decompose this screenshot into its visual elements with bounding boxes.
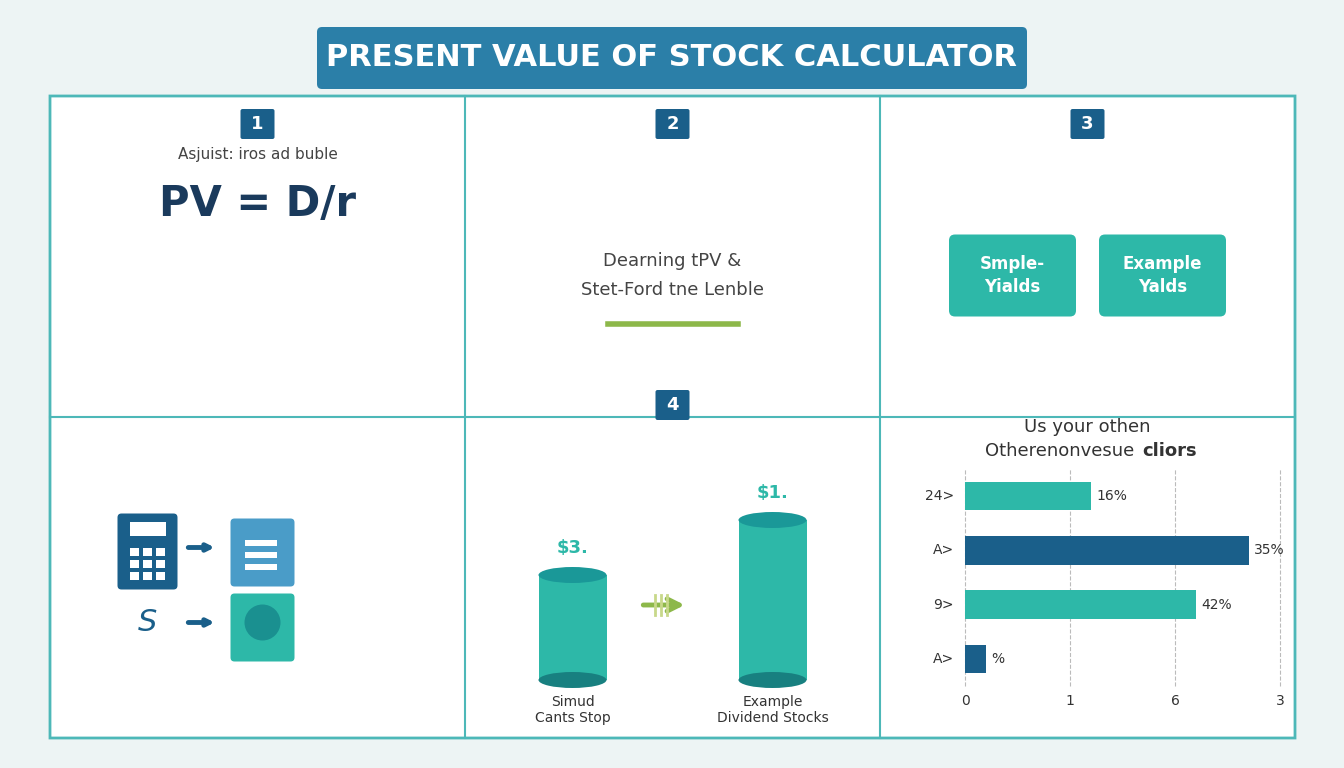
Bar xyxy=(142,560,152,568)
Text: 42%: 42% xyxy=(1202,598,1231,611)
Bar xyxy=(965,644,986,673)
Bar xyxy=(129,548,138,555)
Text: PV = D/r: PV = D/r xyxy=(159,183,356,225)
FancyBboxPatch shape xyxy=(1071,109,1105,139)
Bar xyxy=(245,564,277,570)
Bar xyxy=(245,551,277,558)
Text: cliors: cliors xyxy=(1142,442,1196,460)
Bar xyxy=(965,591,1196,619)
Text: 1: 1 xyxy=(1066,694,1074,708)
Text: Example
Dividend Stocks: Example Dividend Stocks xyxy=(716,695,828,725)
Text: 0: 0 xyxy=(961,694,969,708)
Text: Simud
Cants Stop: Simud Cants Stop xyxy=(535,695,610,725)
Text: 3: 3 xyxy=(1082,115,1094,133)
Bar xyxy=(129,521,165,535)
Bar xyxy=(129,560,138,568)
Bar xyxy=(142,571,152,580)
Text: A>: A> xyxy=(933,544,954,558)
Text: $1.: $1. xyxy=(757,484,789,502)
FancyBboxPatch shape xyxy=(317,27,1027,89)
Text: 24>: 24> xyxy=(925,489,954,503)
Bar xyxy=(965,482,1091,511)
Bar xyxy=(156,548,164,555)
Text: Dearning tPV &
Stet-Ford tne Lenble: Dearning tPV & Stet-Ford tne Lenble xyxy=(581,252,763,299)
Text: $3.: $3. xyxy=(556,539,589,557)
Bar xyxy=(156,571,164,580)
Text: %: % xyxy=(991,652,1004,666)
Text: 35%: 35% xyxy=(1254,544,1284,558)
Bar xyxy=(965,536,1249,564)
Text: Smple-
Yialds: Smple- Yialds xyxy=(980,255,1046,296)
FancyBboxPatch shape xyxy=(241,109,274,139)
Text: 1: 1 xyxy=(251,115,263,133)
FancyBboxPatch shape xyxy=(117,514,177,590)
FancyBboxPatch shape xyxy=(656,390,689,420)
Text: Us your othen: Us your othen xyxy=(1024,418,1150,436)
FancyBboxPatch shape xyxy=(656,109,689,139)
Ellipse shape xyxy=(738,672,806,688)
Bar xyxy=(129,571,138,580)
Ellipse shape xyxy=(539,567,606,583)
Text: 9>: 9> xyxy=(934,598,954,611)
Text: $S$: $S$ xyxy=(137,608,157,637)
FancyBboxPatch shape xyxy=(1099,234,1226,316)
Text: 16%: 16% xyxy=(1095,489,1126,503)
Text: A>: A> xyxy=(933,652,954,666)
Text: 6: 6 xyxy=(1171,694,1180,708)
FancyBboxPatch shape xyxy=(50,96,1296,738)
Bar xyxy=(245,539,277,545)
Ellipse shape xyxy=(539,672,606,688)
Bar xyxy=(142,548,152,555)
Text: 3: 3 xyxy=(1275,694,1285,708)
Text: 4: 4 xyxy=(667,396,679,414)
Text: Asjuist: iros ad buble: Asjuist: iros ad buble xyxy=(177,147,337,161)
FancyBboxPatch shape xyxy=(949,234,1077,316)
Text: Otherenonvesue: Otherenonvesue xyxy=(985,442,1134,460)
Bar xyxy=(738,520,806,680)
Bar xyxy=(539,575,606,680)
Text: PRESENT VALUE OF STOCK CALCULATOR: PRESENT VALUE OF STOCK CALCULATOR xyxy=(327,44,1017,72)
Circle shape xyxy=(245,604,281,641)
Bar xyxy=(156,560,164,568)
Text: Example
Yalds: Example Yalds xyxy=(1122,255,1203,296)
Ellipse shape xyxy=(738,512,806,528)
Text: 2: 2 xyxy=(667,115,679,133)
FancyBboxPatch shape xyxy=(231,594,294,661)
FancyBboxPatch shape xyxy=(231,518,294,587)
